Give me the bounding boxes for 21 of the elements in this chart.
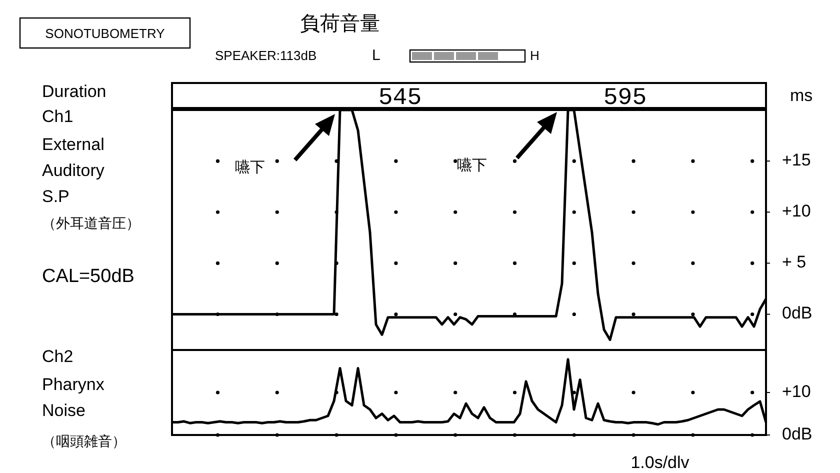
- text: SPEAKER:113dB: [215, 48, 317, 63]
- text: CAL=50dB: [42, 266, 134, 287]
- chart-title: SONOTUBOMETRY: [45, 26, 166, 41]
- text: ms: [790, 86, 813, 105]
- y-tick-label: 0dB: [782, 304, 812, 323]
- text: Duration: [42, 82, 106, 101]
- text: L: [372, 47, 380, 64]
- y-tick-label: +10: [782, 382, 811, 401]
- y-tick-label: +10: [782, 202, 811, 221]
- annotation: 嚥下: [457, 157, 487, 174]
- x-axis-title: 1.0s/dlv: [630, 453, 690, 472]
- text: H: [530, 48, 540, 63]
- annotation: 595: [603, 85, 647, 112]
- annotation: 545: [378, 85, 422, 112]
- y-tick-label: + 5: [782, 252, 806, 272]
- annotation: 嚥下: [235, 159, 265, 176]
- y-tick-label: +15: [782, 150, 811, 170]
- y-axis-title: Ch1 External Auditory S.P （外耳道音圧）: [42, 107, 140, 231]
- y-tick-label: 0dB: [782, 424, 812, 444]
- y-axis-title: Ch2 Pharynx Noise （咽頭雑音）: [42, 347, 126, 449]
- text: 負荷音量: [300, 13, 380, 35]
